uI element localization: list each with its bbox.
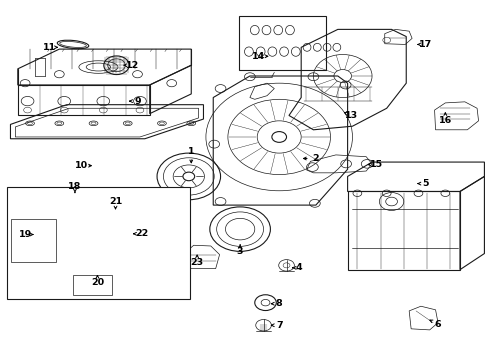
Text: 21: 21 [109, 197, 122, 206]
Text: 19: 19 [19, 230, 32, 239]
Text: 6: 6 [435, 320, 441, 329]
Bar [11, 220, 56, 262]
Text: 8: 8 [276, 299, 283, 308]
Bar [6, 187, 190, 299]
Text: 15: 15 [370, 160, 384, 169]
Text: 11: 11 [43, 43, 56, 52]
Text: 10: 10 [75, 161, 88, 170]
Text: 14: 14 [252, 52, 265, 61]
Text: 2: 2 [313, 154, 319, 163]
Text: 18: 18 [68, 182, 82, 191]
Bar [239, 17, 326, 69]
Text: 4: 4 [295, 264, 302, 273]
Text: 12: 12 [126, 61, 139, 70]
Text: 20: 20 [91, 278, 104, 287]
Text: 22: 22 [135, 229, 148, 238]
Bar [73, 275, 112, 296]
Text: 1: 1 [188, 147, 195, 156]
Text: 9: 9 [134, 96, 141, 105]
Text: 7: 7 [276, 321, 283, 330]
Text: 17: 17 [419, 40, 432, 49]
Text: 13: 13 [345, 111, 358, 120]
Text: 23: 23 [191, 258, 204, 267]
Text: 16: 16 [439, 116, 452, 125]
Text: 3: 3 [237, 247, 244, 256]
Text: 5: 5 [422, 179, 429, 188]
